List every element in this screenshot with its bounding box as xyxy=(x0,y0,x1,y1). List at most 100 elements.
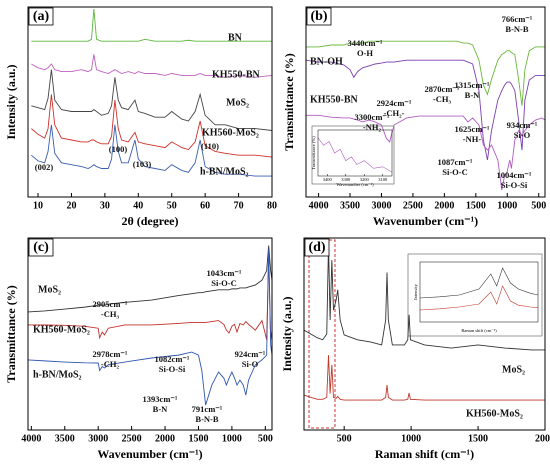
series-line xyxy=(306,40,545,106)
series-line xyxy=(318,137,392,173)
y-axis-label: Intensity (a.u.) xyxy=(280,296,294,371)
series-label: KH550-BN xyxy=(212,69,261,80)
annotation: 3440cm⁻¹ xyxy=(348,38,383,48)
x-axis-label: Wavenumber (cm⁻¹) xyxy=(97,447,202,461)
series-line xyxy=(306,59,545,161)
annotation: (002) xyxy=(35,162,54,172)
x-tick-label: 1500 xyxy=(466,200,486,211)
annotation: 1043cm⁻¹ xyxy=(207,268,242,278)
plot-frame xyxy=(305,6,546,198)
series-line xyxy=(31,8,272,42)
panel-label-box xyxy=(304,238,330,257)
x-tick-label: 2000 xyxy=(434,200,454,211)
annotation: -NH- xyxy=(463,134,482,144)
series-label: MoS₂ xyxy=(38,284,61,295)
series-label: KH560-MoS₂ xyxy=(202,127,259,138)
x-tick-label: 500 xyxy=(337,433,352,444)
series-line xyxy=(31,124,272,177)
annotation: B-N-B xyxy=(505,24,528,34)
x-tick-label: 30 xyxy=(100,200,110,211)
x-tick-label: 3500 xyxy=(55,433,75,444)
annotation: 1082cm⁻¹ xyxy=(155,354,190,364)
panel: BN KH550-BN MoS₂ KH560-MoS₂ h-BN/MoS₂ 10 20 30 4… xyxy=(4,6,277,228)
x-tick-label: 1000 xyxy=(222,433,242,444)
x-tick-label: 3500 xyxy=(340,200,360,211)
annotation: (110) xyxy=(201,141,219,151)
annotation: 1625cm⁻¹ xyxy=(455,124,490,134)
annotation: -NH₂ xyxy=(363,122,382,132)
x-tick-label: 2000 xyxy=(535,433,550,444)
panel: 3400 3300 3200 3100 Wavenumber (cm⁻¹) Transmi… xyxy=(311,129,393,187)
series-line xyxy=(306,114,545,191)
y-axis-label: Transmittance (%) xyxy=(282,53,296,150)
panel-label: (c) xyxy=(33,240,49,255)
x-tick-label: 1500 xyxy=(188,433,208,444)
annotation: Si-O-Si xyxy=(501,180,528,190)
series-line xyxy=(31,54,272,78)
panel-label-box xyxy=(306,7,332,26)
series-line xyxy=(31,94,272,158)
annotation: 924cm⁻¹ xyxy=(235,349,266,359)
annotation: Si-O xyxy=(514,130,531,140)
x-tick-label: 20 xyxy=(66,200,76,211)
x-axis-label: Wavenumber (cm⁻¹) xyxy=(373,214,478,228)
annotation: 2870cm⁻¹ xyxy=(425,84,460,94)
x-tick-label: 4000 xyxy=(309,200,329,211)
x-tick-label: 70 xyxy=(234,200,244,211)
panel-label-box xyxy=(28,238,54,257)
x-axis-label: Raman shift (cm⁻¹) xyxy=(375,447,474,461)
annotation: Si-O-Si xyxy=(159,364,186,374)
annotation: Si-O-C xyxy=(211,278,237,288)
x-tick-label: 3300 xyxy=(341,177,351,182)
annotation: Si-O-C xyxy=(442,167,468,177)
series-line xyxy=(28,249,272,406)
x-tick-label: 1000 xyxy=(497,200,517,211)
annotation: B-N-B xyxy=(195,414,218,424)
x-tick-label: 50 xyxy=(167,200,177,211)
panel-label: (a) xyxy=(33,9,50,24)
inset-frame xyxy=(407,253,543,337)
x-tick-label: 1000 xyxy=(401,433,421,444)
annotation: -CH₂- xyxy=(384,108,405,118)
series-line xyxy=(31,69,272,131)
plot-frame xyxy=(27,6,273,198)
x-tick-label: 3000 xyxy=(88,433,108,444)
series-line xyxy=(420,267,538,299)
annotation: 2924cm⁻¹ xyxy=(377,98,412,108)
x-tick-label: 500 xyxy=(531,200,546,211)
panel-label: (b) xyxy=(310,9,327,24)
plot-frame xyxy=(27,237,273,431)
x-tick-label: 1500 xyxy=(468,433,488,444)
y-axis-label: Transmittance (%) xyxy=(311,136,316,170)
annotation: 2905cm⁻¹ xyxy=(93,299,128,309)
plot-frame xyxy=(317,129,393,177)
panel-label-box xyxy=(28,7,54,26)
inset-frame xyxy=(311,125,395,185)
x-axis-label: 2θ (degree) xyxy=(121,214,178,228)
series-line xyxy=(420,285,538,311)
y-axis-label: Intensity xyxy=(413,283,418,299)
series-label: MoS₂ xyxy=(502,364,525,375)
x-tick-label: 10 xyxy=(33,200,43,211)
annotation: Si-O xyxy=(242,359,259,369)
annotation: 2978cm⁻¹ xyxy=(93,349,128,359)
annotation: (100) xyxy=(109,144,128,154)
annotation: 934cm⁻¹ xyxy=(507,120,538,130)
annotation: -CH₂ xyxy=(101,359,120,369)
annotation: 1315cm⁻¹ xyxy=(455,80,490,90)
x-tick-label: 2000 xyxy=(155,433,175,444)
plot-frame xyxy=(303,237,546,431)
series-line xyxy=(304,243,545,351)
series-label: BN xyxy=(228,32,243,43)
panel: MoS₂ KH560-MoS₂ 500 1000 1500 2000 Raman shift… xyxy=(280,237,550,461)
y-axis-label: Transmittance (%) xyxy=(4,285,18,382)
x-tick-label: 60 xyxy=(200,200,210,211)
x-tick-label: 4000 xyxy=(21,433,41,444)
x-tick-label: 500 xyxy=(258,433,273,444)
annotation: 766cm⁻¹ xyxy=(502,14,533,24)
annotation: 1087cm⁻¹ xyxy=(438,157,473,167)
series-label: KH560-MoS₂ xyxy=(33,324,90,335)
panel: MoS₂ KH560-MoS₂ h-BN/MoS₂ 4000 3500 3000 2500 2… xyxy=(4,237,273,461)
y-axis-label: Intensity (a.u.) xyxy=(4,64,18,139)
